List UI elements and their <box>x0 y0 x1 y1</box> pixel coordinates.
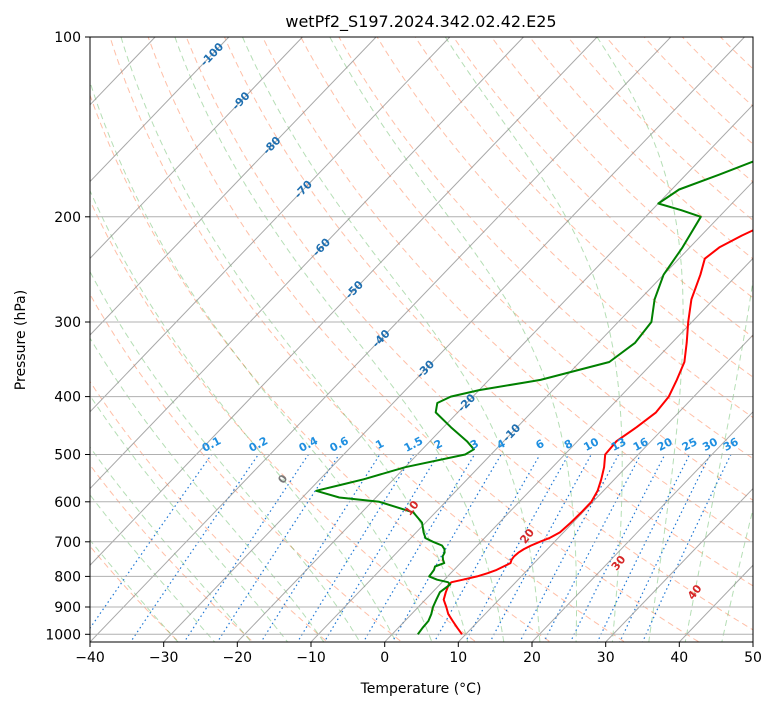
moist-adiabat-line <box>90 337 325 642</box>
moist-adiabat-line <box>90 270 361 642</box>
mixing-ratio-line <box>90 454 212 630</box>
mixing-ratio-line <box>296 454 415 642</box>
isotherm-line <box>236 104 753 642</box>
mixing-ratio-line <box>519 454 620 642</box>
plot-frame <box>89 36 754 643</box>
mixing-ratio-line <box>619 454 711 642</box>
temperature-profile-line <box>442 229 753 635</box>
pressure-grid <box>90 37 753 635</box>
y-tick-label: 800 <box>54 569 81 585</box>
mixing-ratio-line <box>362 454 476 642</box>
dry-adiabat-line <box>300 37 753 501</box>
mixing-ratio-line <box>433 454 541 642</box>
x-tick-label: 50 <box>744 650 762 666</box>
dry-adiabat-line <box>147 37 700 642</box>
moist-adiabat-line <box>242 37 541 642</box>
dry-adiabat-line <box>90 93 552 642</box>
mixing-ratio-line <box>543 454 642 642</box>
y-tick-label: 100 <box>54 30 81 46</box>
mixing-ratio-line <box>216 454 340 642</box>
x-tick-label: −20 <box>223 650 253 666</box>
moist-adiabat-line <box>444 37 623 642</box>
x-tick-label: −10 <box>296 650 326 666</box>
y-axis-ticks: 100 200 300 400 500 600 700 800 900 1000 <box>45 30 90 643</box>
y-tick-label: 900 <box>54 600 81 616</box>
moist-adiabat-line <box>329 37 577 642</box>
mixing-ratio-label: 25 <box>680 435 700 454</box>
x-axis-ticks: −40 −30 −20 −10 0 10 20 30 40 50 <box>75 642 762 666</box>
mixing-ratio-line <box>323 454 439 642</box>
y-axis-title: Pressure (hPa) <box>13 290 29 390</box>
dry-adiabat-line <box>223 37 753 587</box>
dry-adiabat-line <box>338 37 753 460</box>
isotherm-line <box>310 180 753 642</box>
mixing-ratio-label: 10 <box>581 435 601 454</box>
mixing-ratio-label: 36 <box>721 435 741 454</box>
moist-adiabat-line <box>174 37 505 642</box>
isotherm-line <box>90 37 524 490</box>
y-tick-label: 1000 <box>45 627 81 643</box>
isotherm-line <box>457 334 753 642</box>
dry-adiabat-line <box>90 464 254 642</box>
x-tick-label: 20 <box>523 650 541 666</box>
isotherm-line <box>163 37 745 642</box>
x-tick-label: 30 <box>597 650 615 666</box>
moist-adiabat-line <box>90 493 216 642</box>
isotherm-line <box>531 411 753 642</box>
mixing-ratio-line <box>183 454 309 642</box>
dry-adiabat-line <box>109 37 626 642</box>
x-tick-label: −30 <box>149 650 179 666</box>
isotherm-line <box>90 37 303 260</box>
moist-adiabat-line <box>596 37 684 642</box>
moist-adiabat-line <box>90 80 433 642</box>
isotherm-line <box>90 37 451 413</box>
chart-title: wetPf2_S197.2024.342.02.42.E25 <box>285 12 556 32</box>
x-axis-title: Temperature (°C) <box>360 681 482 697</box>
mixing-ratio-label: 13 <box>609 435 629 454</box>
dry-adiabat-line <box>185 37 753 631</box>
moist-adiabat-line <box>90 189 397 642</box>
isotherm-line <box>605 487 753 642</box>
moist-adiabat-line <box>90 539 179 642</box>
mixing-ratio-label: 30 <box>700 435 720 454</box>
dry-adiabat-line <box>90 545 180 642</box>
isotherm-line <box>90 37 377 336</box>
x-tick-label: 10 <box>449 650 467 666</box>
dry-adiabat-line <box>376 37 753 419</box>
y-tick-label: 400 <box>54 390 81 406</box>
x-tick-label: 0 <box>380 650 389 666</box>
dewpoint-profile-line <box>315 160 753 635</box>
mixing-ratio-label: 20 <box>655 435 675 454</box>
dry-adiabat-line <box>90 199 477 642</box>
moist-adiabat-line <box>120 37 469 642</box>
isotherm-line <box>384 257 753 642</box>
moist-adiabat-line <box>684 276 753 642</box>
isotherm-line <box>90 37 672 642</box>
moist-adiabat-line <box>90 394 289 642</box>
background-reference-lines <box>90 37 753 642</box>
x-tick-label: −40 <box>75 650 105 666</box>
x-tick-label: 40 <box>670 650 688 666</box>
dry-adiabat-line <box>262 37 753 544</box>
moist-adiabat-line <box>721 507 753 642</box>
sounding-profiles <box>315 160 753 635</box>
y-tick-label: 300 <box>54 315 81 331</box>
y-tick-label: 500 <box>54 448 81 464</box>
mixing-ratio-line <box>129 454 259 642</box>
mixing-ratio-label: 16 <box>631 435 651 454</box>
y-tick-label: 200 <box>54 210 81 226</box>
isotherm-line <box>90 37 598 566</box>
y-tick-label: 600 <box>54 495 81 511</box>
isotherm-line <box>90 37 230 183</box>
y-tick-label: 700 <box>54 535 81 551</box>
